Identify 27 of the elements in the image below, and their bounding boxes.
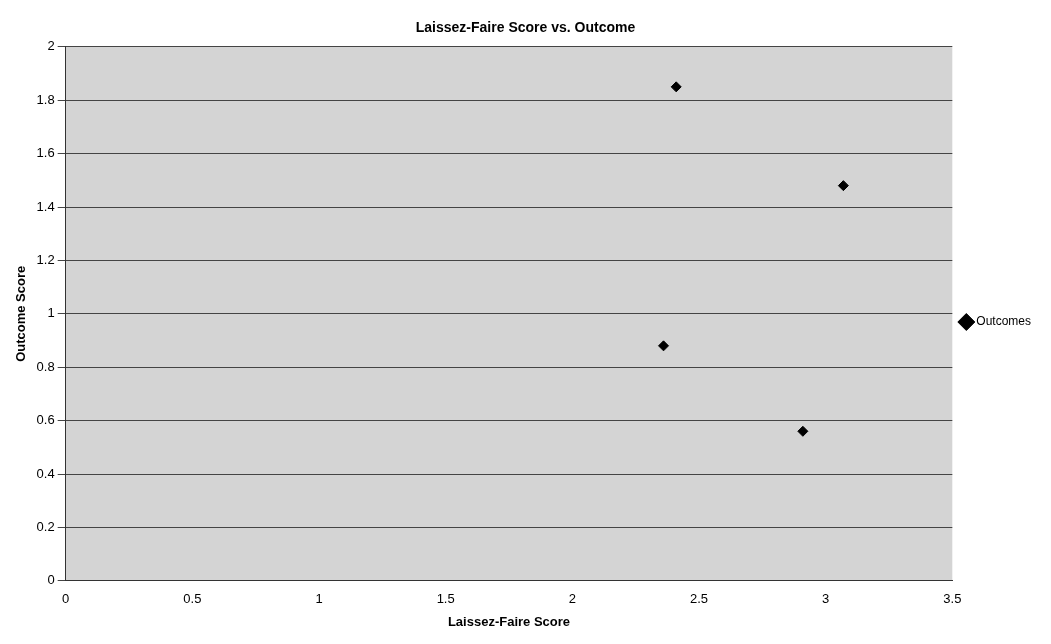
y-tick-label: 1.6 bbox=[36, 145, 55, 161]
x-tick-label: 0.5 bbox=[183, 591, 202, 607]
y-tick-label: 1 bbox=[47, 305, 55, 321]
y-tick-label: 0.4 bbox=[36, 465, 55, 481]
x-tick-label: 1.5 bbox=[436, 591, 455, 607]
y-tick-label: 1.2 bbox=[36, 251, 55, 267]
y-tick-label: 1.4 bbox=[36, 198, 55, 214]
x-tick-label: 3 bbox=[822, 591, 830, 607]
y-tick-label: 0.8 bbox=[36, 358, 55, 374]
x-tick-label: 3.5 bbox=[943, 591, 962, 607]
x-tick-label: 0 bbox=[62, 591, 70, 607]
y-tick-label: 0 bbox=[47, 572, 55, 588]
y-tick-label: 0.2 bbox=[36, 518, 55, 534]
x-tick-label: 2 bbox=[568, 591, 576, 607]
y-tick-label: 0.6 bbox=[36, 412, 55, 428]
chart-title: Laissez-Faire Score vs. Outcome bbox=[415, 19, 636, 36]
point bbox=[658, 340, 670, 352]
y-tick-label: 2 bbox=[47, 38, 55, 54]
x-axis-title: Laissez-Faire Score bbox=[447, 613, 571, 629]
legend-label: Outcomes bbox=[976, 314, 1031, 329]
point bbox=[837, 180, 849, 192]
x-tick-label: 2.5 bbox=[689, 591, 709, 607]
y-tick-label: 1.8 bbox=[36, 91, 55, 107]
point bbox=[797, 425, 809, 437]
x-tick-label: 1 bbox=[315, 591, 323, 607]
point bbox=[670, 81, 682, 93]
y-axis-title: Outcome Score bbox=[13, 265, 29, 362]
